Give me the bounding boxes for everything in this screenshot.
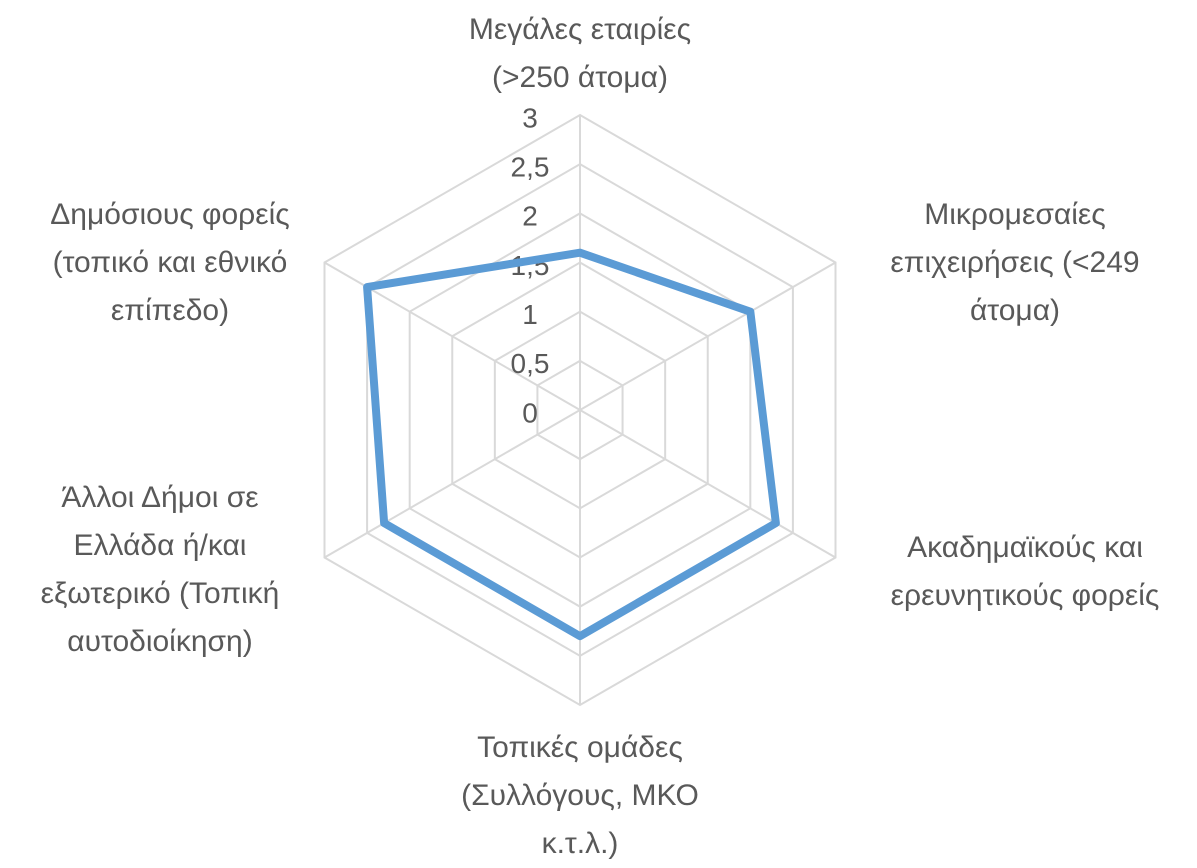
axis-tick-label: 2 — [522, 201, 538, 232]
axis-tick-label: 2,5 — [511, 152, 550, 183]
axis-tick-label: 0 — [522, 397, 538, 428]
category-label: Άλλοι Δήμοι σε Ελλάδα ή/και εξωτερικό (Τ… — [40, 481, 280, 658]
series-line — [363, 248, 780, 641]
category-label: Τοπικές ομάδες (Συλλόγους, ΜΚΟ κ.τ.λ.) — [461, 731, 699, 860]
axis-tick-label: 1 — [522, 299, 538, 330]
axis-tick-label: 3 — [522, 102, 538, 133]
axis-tick-label: 0,5 — [511, 348, 550, 379]
spoke — [324, 409, 581, 559]
spoke — [579, 261, 836, 411]
category-label: Μικρομεσαίες επιχειρήσεις (<249 άτομα) — [890, 198, 1140, 327]
spoke — [579, 409, 836, 559]
category-label: Δημόσιους φορείς (τοπικό και εθνικό επίπ… — [50, 198, 290, 327]
category-label: Ακαδημαϊκούς και ερευνητικούς φορείς — [890, 531, 1160, 612]
category-label: Μεγάλες εταιρίες (>250 άτομα) — [468, 13, 692, 94]
